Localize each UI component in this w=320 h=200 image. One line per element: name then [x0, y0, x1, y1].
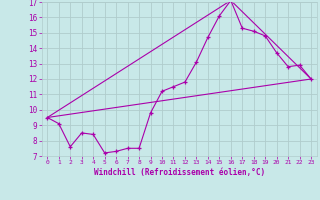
X-axis label: Windchill (Refroidissement éolien,°C): Windchill (Refroidissement éolien,°C)	[94, 168, 265, 177]
